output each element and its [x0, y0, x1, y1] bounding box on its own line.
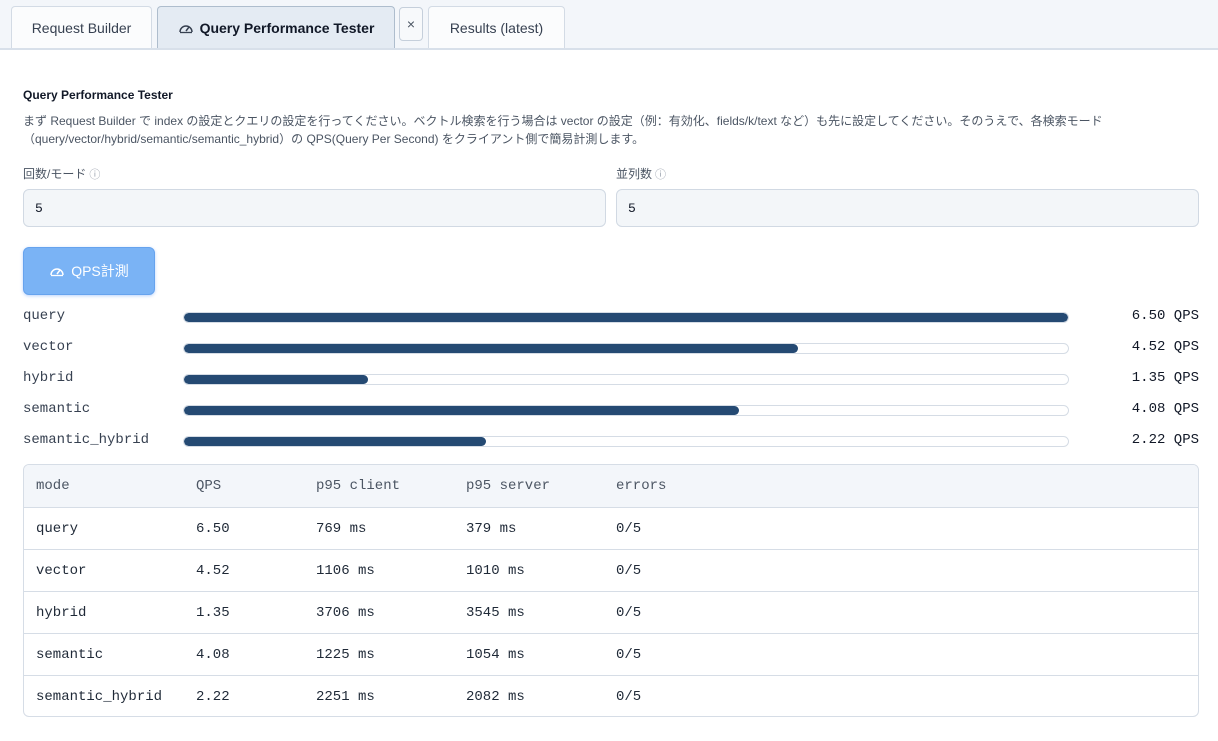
cell-errors: 0/5	[616, 521, 642, 537]
parallel-count-label: 並列数 ⓘ	[616, 165, 666, 182]
field-label-text: 並列数	[616, 167, 653, 181]
bar-qps-value: 6.50 QPS	[1131, 308, 1199, 324]
bar-mode-label: semantic_hybrid	[23, 432, 150, 448]
tab-bar: Request Builder Query Performance Tester…	[0, 0, 1218, 50]
qps-bar-track	[183, 312, 1069, 323]
qps-bar-track	[183, 436, 1069, 447]
gauge-icon	[49, 265, 65, 277]
results-table: mode QPS p95 client p95 server errors qu…	[23, 464, 1199, 717]
qps-bar-row: vector 4.52 QPS	[0, 338, 1218, 358]
cell-p95-client: 1106 ms	[316, 563, 375, 579]
cell-qps: 4.52	[196, 563, 230, 579]
cell-errors: 0/5	[616, 605, 642, 621]
bar-mode-label: query	[23, 308, 66, 324]
tab-results-latest[interactable]: Results (latest)	[428, 6, 565, 48]
qps-measure-button[interactable]: QPS計測	[23, 247, 155, 295]
cell-p95-server: 2082 ms	[466, 689, 525, 705]
cell-p95-client: 769 ms	[316, 521, 367, 537]
qps-bar-row: query 6.50 QPS	[0, 307, 1218, 327]
description-line: （query/vector/hybrid/semantic/semantic_h…	[23, 132, 645, 146]
parallel-count-input[interactable]	[616, 189, 1199, 227]
cell-errors: 0/5	[616, 563, 642, 579]
header-cell-p95-client: p95 client	[316, 478, 401, 494]
cell-mode: query	[36, 521, 79, 537]
header-cell-qps: QPS	[196, 478, 222, 494]
cell-p95-client: 2251 ms	[316, 689, 375, 705]
table-row: vector 4.52 1106 ms 1010 ms 0/5	[24, 549, 1198, 591]
qps-bar-fill	[184, 406, 740, 415]
table-row: query 6.50 769 ms 379 ms 0/5	[24, 507, 1198, 549]
info-icon[interactable]: ⓘ	[655, 169, 667, 181]
bar-qps-value: 4.52 QPS	[1131, 339, 1199, 355]
bar-qps-value: 2.22 QPS	[1131, 432, 1199, 448]
bar-mode-label: vector	[23, 339, 74, 355]
bar-qps-value: 4.08 QPS	[1131, 401, 1199, 417]
cell-p95-client: 1225 ms	[316, 647, 375, 663]
tab-label: Results (latest)	[449, 19, 544, 36]
qps-bar-track	[183, 405, 1069, 416]
cell-mode: semantic_hybrid	[36, 689, 163, 705]
qps-bar-track	[183, 343, 1069, 354]
cell-mode: hybrid	[36, 605, 87, 621]
bar-mode-label: semantic	[23, 401, 91, 417]
qps-bar-row: semantic_hybrid 2.22 QPS	[0, 431, 1218, 451]
cell-p95-server: 379 ms	[466, 521, 517, 537]
tab-label: Request Builder	[31, 19, 132, 36]
cell-errors: 0/5	[616, 689, 642, 705]
qps-bar-fill	[184, 375, 368, 384]
qps-bar-fill	[184, 313, 1068, 322]
description-line: まず Request Builder で index の設定とクエリの設定を行っ…	[23, 114, 1103, 128]
cell-p95-server: 3545 ms	[466, 605, 525, 621]
table-row: semantic 4.08 1225 ms 1054 ms 0/5	[24, 633, 1198, 675]
cell-qps: 4.08	[196, 647, 230, 663]
qps-bar-fill	[184, 344, 799, 353]
qps-bar-track	[183, 374, 1069, 385]
tab-label: Query Performance Tester	[199, 19, 375, 36]
cell-qps: 1.35	[196, 605, 230, 621]
count-per-mode-label: 回数/モード ⓘ	[23, 165, 100, 182]
cell-p95-server: 1010 ms	[466, 563, 525, 579]
header-cell-p95-server: p95 server	[466, 478, 551, 494]
close-tab-button[interactable]: ×	[399, 7, 423, 41]
page-title: Query Performance Tester	[23, 88, 173, 102]
cell-errors: 0/5	[616, 647, 642, 663]
cell-p95-client: 3706 ms	[316, 605, 375, 621]
cell-mode: semantic	[36, 647, 104, 663]
cell-qps: 2.22	[196, 689, 230, 705]
count-per-mode-input[interactable]	[23, 189, 606, 227]
header-cell-mode: mode	[36, 478, 70, 494]
table-row: hybrid 1.35 3706 ms 3545 ms 0/5	[24, 591, 1198, 633]
qps-bar-fill	[184, 437, 487, 446]
cell-mode: vector	[36, 563, 87, 579]
qps-measure-label: QPS計測	[71, 263, 129, 279]
header-cell-errors: errors	[616, 478, 667, 494]
tab-request-builder[interactable]: Request Builder	[11, 6, 152, 48]
cell-qps: 6.50	[196, 521, 230, 537]
bar-qps-value: 1.35 QPS	[1131, 370, 1199, 386]
bar-mode-label: hybrid	[23, 370, 74, 386]
info-icon[interactable]: ⓘ	[89, 169, 101, 181]
page-description: まず Request Builder で index の設定とクエリの設定を行っ…	[23, 112, 1153, 148]
table-row: semantic_hybrid 2.22 2251 ms 2082 ms 0/5	[24, 675, 1198, 716]
qps-bar-row: hybrid 1.35 QPS	[0, 369, 1218, 389]
gauge-icon	[178, 22, 194, 34]
qps-bar-row: semantic 4.08 QPS	[0, 400, 1218, 420]
field-label-text: 回数/モード	[23, 167, 87, 181]
table-header-row: mode QPS p95 client p95 server errors	[24, 465, 1198, 507]
tab-query-performance-tester[interactable]: Query Performance Tester	[157, 6, 395, 48]
cell-p95-server: 1054 ms	[466, 647, 525, 663]
